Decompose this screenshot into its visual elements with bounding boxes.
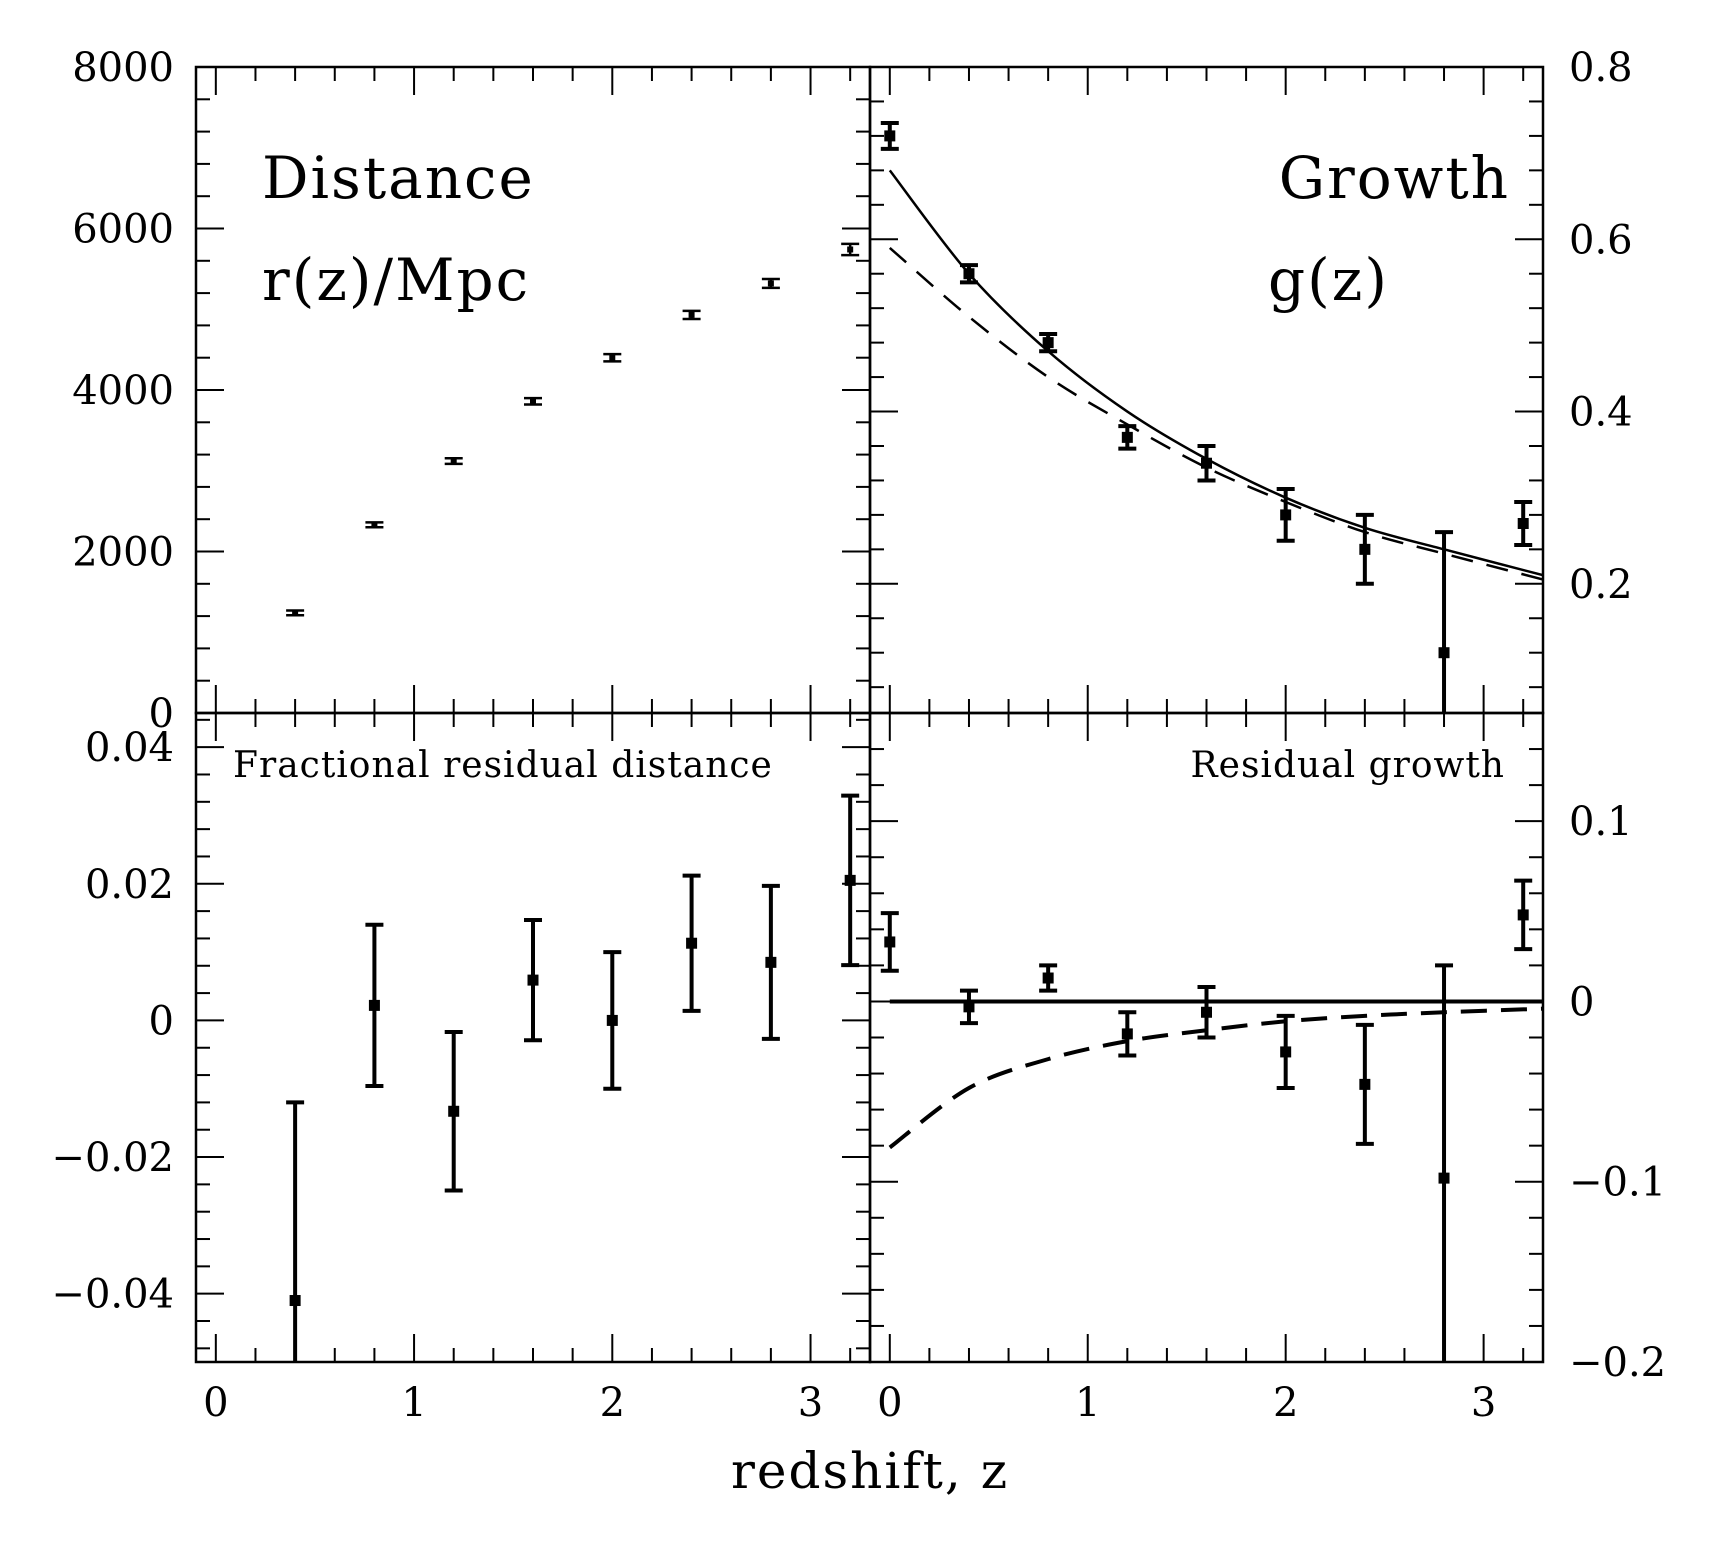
residual-distance-data-point <box>606 1014 618 1026</box>
residual-growth-y-tick-label: 0 <box>1569 979 1594 1025</box>
growth-data-point <box>1359 543 1371 555</box>
growth-ylabel: g(z) <box>1268 246 1389 314</box>
residual-growth-dashed-curve <box>888 1006 1543 1150</box>
distance-ylabel: r(z)/Mpc <box>262 246 530 314</box>
growth-data-point <box>1517 518 1529 530</box>
residual-growth-x-tick-label: 2 <box>1273 1380 1298 1426</box>
residual-growth-y-tick-label: −0.1 <box>1569 1160 1666 1206</box>
residual-distance-y-tick-label: 0.04 <box>85 725 174 771</box>
residual-growth-data-point <box>1042 972 1054 984</box>
distance-y-tick-label: 0 <box>149 691 174 737</box>
residual-distance-x-tick-label: 1 <box>401 1380 426 1426</box>
growth-data-point <box>1280 509 1292 521</box>
growth-solid-curve <box>888 169 1543 577</box>
residual-growth-data-point <box>1438 1172 1450 1184</box>
plot-layer: 020004000600080000.20.40.60.8−0.04−0.020… <box>51 45 1666 1426</box>
residual-growth-data-point <box>1121 1028 1133 1040</box>
distance-data-point <box>292 609 299 616</box>
residual-growth-data-point <box>963 1001 975 1013</box>
residual-distance-x-tick-label: 3 <box>798 1380 823 1426</box>
residual-growth-x-tick-label: 3 <box>1471 1380 1496 1426</box>
residual-distance-data-point <box>686 937 698 949</box>
growth-data-point <box>1438 647 1450 659</box>
distance-y-tick-label: 6000 <box>72 207 174 253</box>
growth-data-point <box>1121 431 1133 443</box>
residual-distance-y-tick-label: −0.02 <box>51 1135 174 1181</box>
growth-data-point <box>1042 337 1054 349</box>
distance-y-tick-label: 4000 <box>72 368 174 414</box>
growth-y-tick-label: 0.4 <box>1569 390 1633 436</box>
residual-growth-data-point <box>884 936 896 948</box>
residual-distance-data-point <box>527 974 539 986</box>
growth-data-point <box>1201 457 1212 469</box>
distance-y-tick-label: 8000 <box>72 45 174 91</box>
residual-growth-data-point <box>1517 909 1529 921</box>
distance-data-point <box>371 521 378 528</box>
distance-y-tick-label: 2000 <box>72 530 174 576</box>
growth-dashed-curve <box>888 246 1543 581</box>
distance-title: Distance <box>262 144 535 212</box>
growth-series-layer <box>880 120 1543 713</box>
residual-growth-x-tick-label: 0 <box>877 1380 902 1426</box>
residual-distance-data-point <box>368 999 380 1011</box>
residual-growth-x-tick-label: 1 <box>1075 1380 1100 1426</box>
residual-distance-data-point <box>765 956 777 968</box>
distance-data-point <box>847 246 854 253</box>
distance-data-point <box>767 280 774 287</box>
distance-panel: 0 2000 4000 6000 8000 <box>72 45 872 737</box>
residual-growth-title: Residual growth <box>1191 745 1505 786</box>
residual-growth-data-point <box>1280 1046 1292 1058</box>
growth-y-tick-label: 0.6 <box>1569 217 1633 263</box>
residual-distance-panel: −0.04 −0.02 0 0.02 0.04 0 1 2 3 <box>51 711 872 1426</box>
growth-y-tick-label: 0.8 <box>1569 45 1633 91</box>
residual-distance-data-point <box>448 1105 460 1117</box>
distance-series-layer <box>286 242 860 617</box>
x-axis-label: redshift, z <box>731 1442 1009 1500</box>
residual-growth-data-point <box>1359 1078 1371 1090</box>
residual-distance-data-point <box>844 874 856 886</box>
distance-data-point <box>688 311 695 318</box>
growth-panel: 0.2 0.4 0.6 0.8 <box>868 45 1633 715</box>
distance-data-point <box>609 354 616 361</box>
growth-title: Growth <box>1279 144 1510 212</box>
residual-growth-y-tick-label: 0.1 <box>1569 799 1633 845</box>
residual-distance-y-tick-label: −0.04 <box>51 1272 174 1318</box>
residual-distance-title: Fractional residual distance <box>233 745 773 786</box>
residual-distance-x-tick-label: 2 <box>600 1380 625 1426</box>
residual-growth-series-layer <box>880 878 1543 1362</box>
residual-growth-data-point <box>1201 1006 1212 1018</box>
residual-growth-panel: −0.2 −0.1 0 0.1 0 1 2 3 <box>868 711 1666 1426</box>
distance-data-point <box>450 458 457 465</box>
residual-distance-y-tick-label: 0.02 <box>85 862 174 908</box>
residual-distance-series-layer <box>286 793 860 1362</box>
growth-y-tick-label: 0.2 <box>1569 562 1633 608</box>
residual-distance-x-tick-label: 0 <box>203 1380 228 1426</box>
residual-growth-y-tick-label: −0.2 <box>1569 1340 1666 1386</box>
growth-data-point <box>884 130 896 142</box>
residual-distance-data-point <box>289 1295 301 1307</box>
residual-distance-y-tick-label: 0 <box>149 998 174 1044</box>
distance-data-point <box>530 398 536 405</box>
